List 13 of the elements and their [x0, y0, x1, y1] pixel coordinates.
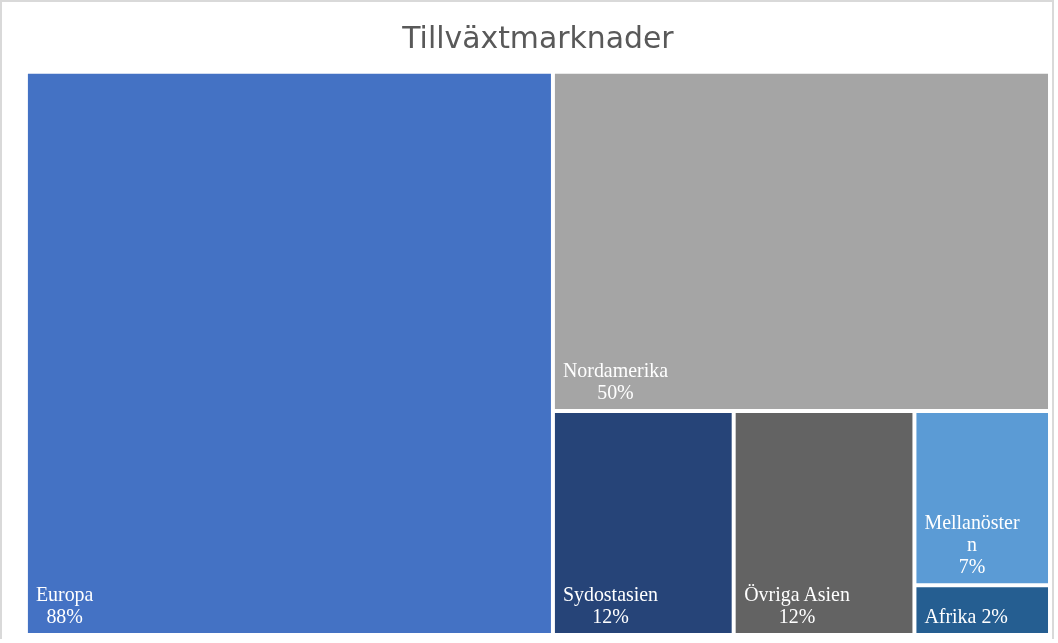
data-label: 50%	[597, 381, 634, 404]
data-label: 2%	[981, 605, 1008, 628]
data-label: 7%	[958, 555, 986, 578]
data-label: 88%	[46, 605, 83, 628]
category-label: Afrika	[924, 605, 977, 628]
category-label: Mellanöstern	[924, 511, 1020, 556]
text: Tillväxtmarknader	[401, 19, 675, 55]
category-label: Europa	[35, 583, 94, 607]
category-label: Sydostasien	[562, 583, 659, 607]
category-label: Övriga Asien	[744, 583, 850, 607]
data-label: 12%	[778, 605, 816, 628]
data-label: 12%	[592, 605, 629, 628]
category-label: Nordamerika	[562, 359, 669, 382]
